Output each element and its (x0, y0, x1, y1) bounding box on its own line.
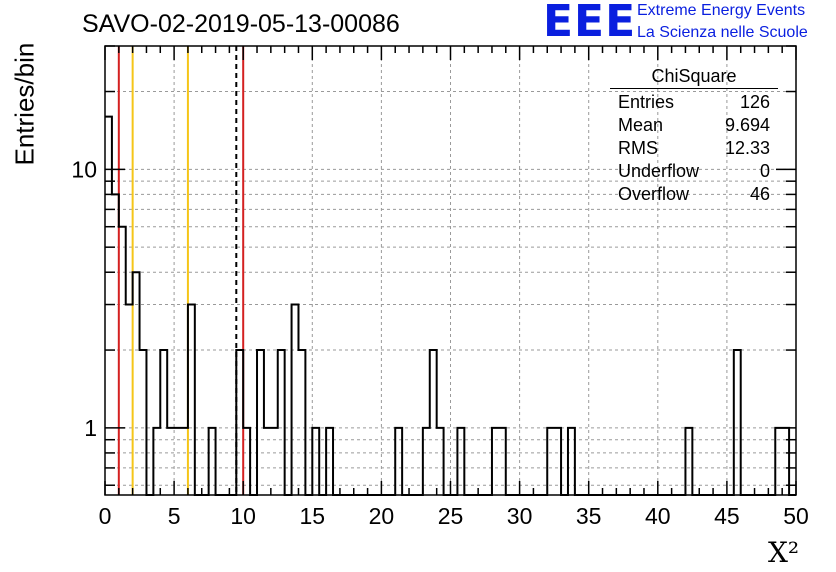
x-tick-label: 0 (99, 503, 112, 529)
y-tick-label: 10 (71, 156, 97, 182)
histogram-bin (112, 194, 119, 495)
histogram-bin (174, 428, 181, 495)
x-tick-label: 5 (168, 503, 181, 529)
x-tick-label: 40 (645, 503, 671, 529)
histogram-bin (492, 428, 499, 495)
stats-row-overflow: Overflow 46 (610, 183, 778, 206)
histogram-bin (292, 305, 299, 495)
x-tick-label: 15 (300, 503, 326, 529)
histogram-bin (423, 428, 430, 495)
tick-labels: 0 5 10 15 20 25 30 35 40 45 50 1 10 (71, 156, 808, 529)
stats-label: Underflow (618, 161, 700, 181)
stats-label: Overflow (618, 184, 690, 204)
histogram-bin (209, 428, 216, 495)
histogram-bin (105, 117, 112, 495)
histogram-bin (153, 428, 160, 495)
stats-row-mean: Mean 9.694 (610, 114, 778, 137)
stats-label: Mean (618, 115, 664, 135)
chart-title: SAVO-02-2019-05-13-00086 (82, 10, 400, 38)
histogram-bin (243, 428, 250, 495)
x-tick-label: 25 (438, 503, 464, 529)
histogram-bin (457, 428, 464, 495)
histogram-bin (257, 350, 264, 495)
axis-ticks (104, 45, 797, 495)
histogram-bin (437, 428, 444, 495)
histogram-bin (188, 305, 195, 495)
histogram-bin (775, 428, 782, 495)
histogram-bin (160, 350, 167, 495)
histogram-bin (236, 350, 243, 495)
histogram-bin (430, 350, 437, 495)
histogram-bin (140, 350, 147, 495)
y-tick-label: 1 (84, 415, 97, 441)
stats-box: ChiSquare Entries 126 Mean 9.694 RMS 12.… (610, 66, 778, 206)
x-tick-label: 50 (783, 503, 809, 529)
histogram-bin (167, 428, 174, 495)
x-tick-label: 45 (714, 503, 740, 529)
x-axis-label: X² (768, 536, 800, 569)
stats-row-underflow: Underflow 0 (610, 160, 778, 183)
x-tick-label: 10 (230, 503, 256, 529)
stats-value: 12.33 (724, 138, 770, 158)
stats-value: 9.694 (724, 115, 770, 135)
histogram-bin (181, 428, 188, 495)
histogram-bin (298, 350, 305, 495)
histogram-bin (734, 350, 741, 495)
histogram-bin (568, 428, 575, 495)
x-tick-label: 35 (576, 503, 602, 529)
histogram-bin (547, 428, 554, 495)
histogram-bin (126, 305, 133, 495)
histogram-bin (278, 350, 285, 495)
stats-value: 0 (759, 161, 770, 181)
x-tick-label: 30 (507, 503, 533, 529)
histogram-bin (685, 428, 692, 495)
histogram-bin (554, 428, 561, 495)
histogram-bin (264, 428, 271, 495)
logo-tagline-2: La Scienza nelle Scuole (637, 24, 808, 41)
histogram-bin (312, 428, 319, 495)
eee-logo: EEE (543, 0, 637, 47)
histogram-bin (119, 227, 126, 495)
stats-value: 126 (739, 92, 770, 112)
stats-value: 46 (749, 184, 770, 204)
stats-title: ChiSquare (610, 66, 778, 89)
stats-row-rms: RMS 12.33 (610, 137, 778, 160)
histogram-bin (133, 272, 140, 495)
histogram-bin (395, 428, 402, 495)
x-tick-label: 20 (369, 503, 395, 529)
stats-label: Entries (618, 92, 675, 112)
histogram-bin (326, 428, 333, 495)
histogram-bin (499, 428, 506, 495)
histogram-bin (271, 428, 278, 495)
stats-label: RMS (618, 138, 658, 158)
logo-tagline-1: Extreme Energy Events (637, 2, 806, 19)
stats-row-entries: Entries 126 (610, 91, 778, 114)
